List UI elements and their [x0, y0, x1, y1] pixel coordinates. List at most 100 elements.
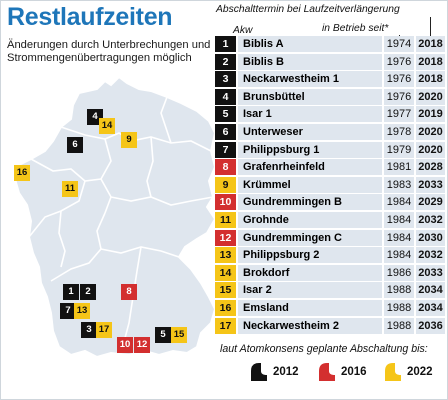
- plant-number-badge: 1: [215, 36, 236, 52]
- plant-end-year: 2032: [416, 212, 445, 228]
- plant-name: Krümmel: [238, 176, 382, 193]
- table-row: 12 Gundremmingen C 1984 2030: [215, 229, 445, 247]
- plant-end-year: 2020: [416, 88, 445, 105]
- table-row: 10 Gundremmingen B 1984 2029: [215, 194, 445, 211]
- subtitle: Änderungen durch Unterbrechungen und Str…: [7, 39, 211, 64]
- plant-number-badge: 7: [215, 141, 236, 158]
- plant-start-year: 1976: [384, 53, 414, 70]
- legend-caption: laut Atomkonsens geplante Abschaltung bi…: [220, 343, 428, 355]
- map-marker-2: 2: [80, 284, 96, 300]
- plant-end-year: 2032: [416, 247, 445, 264]
- plant-end-year: 2019: [416, 106, 445, 123]
- table-row: 14 Brokdorf 1986 2033: [215, 264, 445, 282]
- plant-start-year: 1988: [384, 317, 414, 334]
- table-row: 17 Neckarwestheim 2 1988 2036: [215, 317, 445, 335]
- plant-end-year: 2033: [416, 176, 445, 193]
- plant-number-badge: 12: [215, 229, 236, 246]
- plant-start-year: 1976: [384, 88, 414, 105]
- map-marker-8: 8: [121, 284, 137, 300]
- legend-label-2012: 2012: [273, 366, 299, 378]
- table-row: 3 Neckarwestheim 1 1976 2018: [215, 71, 445, 88]
- map-marker-15: 15: [171, 327, 187, 343]
- plant-name: Grafenrheinfeld: [238, 159, 382, 176]
- plant-start-year: 1984: [384, 247, 414, 264]
- plant-start-year: 1984: [384, 212, 414, 228]
- map-marker-11: 11: [62, 181, 78, 197]
- plant-end-year: 2020: [416, 124, 445, 140]
- plant-name: Emsland: [238, 300, 382, 316]
- plant-number-badge: 11: [215, 212, 236, 228]
- map-marker-1: 1: [63, 284, 79, 300]
- plant-number-badge: 4: [215, 88, 236, 105]
- plant-name: Philippsburg 1: [238, 141, 382, 158]
- plant-end-year: 2030: [416, 229, 445, 246]
- map-marker-16: 16: [14, 165, 30, 181]
- plant-start-year: 1981: [384, 159, 414, 176]
- plant-start-year: 1976: [384, 71, 414, 88]
- table-row: 7 Philippsburg 1 1979 2020: [215, 141, 445, 159]
- map-marker-12: 12: [134, 337, 150, 353]
- plant-number-badge: 15: [215, 282, 236, 299]
- header-tick-end: [430, 17, 431, 36]
- map-marker-7: 7: [60, 303, 76, 319]
- plant-number-badge: 2: [215, 53, 236, 70]
- plant-number-badge: 16: [215, 300, 236, 316]
- plant-number-badge: 10: [215, 194, 236, 211]
- header-abschalttermin: Abschalttermin bei Laufzeitverlängerung: [216, 4, 400, 15]
- plant-start-year: 1978: [384, 124, 414, 140]
- plant-end-year: 2029: [416, 194, 445, 211]
- plant-start-year: 1983: [384, 176, 414, 193]
- table-row: 1 Biblis A 1974 2018: [215, 36, 445, 53]
- plant-start-year: 1988: [384, 300, 414, 316]
- plant-end-year: 2028: [416, 159, 445, 176]
- table-row: 15 Isar 2 1988 2034: [215, 282, 445, 299]
- table-row: 6 Unterweser 1978 2020: [215, 124, 445, 141]
- table-row: 2 Biblis B 1976 2018: [215, 53, 445, 71]
- plant-name: Philippsburg 2: [238, 247, 382, 264]
- plant-end-year: 2033: [416, 264, 445, 281]
- plant-number-badge: 6: [215, 124, 236, 140]
- plant-start-year: 1988: [384, 282, 414, 299]
- plant-name: Biblis A: [238, 36, 382, 52]
- plant-number-badge: 13: [215, 247, 236, 264]
- map-marker-3: 3: [81, 322, 97, 338]
- map-marker-9: 9: [121, 132, 137, 148]
- plant-start-year: 1986: [384, 264, 414, 281]
- plant-end-year: 2034: [416, 300, 445, 316]
- table-row: 4 Brunsbüttel 1976 2020: [215, 88, 445, 106]
- header-akw: Akw: [233, 25, 253, 36]
- map-marker-17: 17: [96, 322, 112, 338]
- red-plant-icon: [319, 363, 335, 381]
- legend-item-2012: 2012: [249, 361, 299, 385]
- header-in-betrieb: in Betrieb seit*: [322, 23, 389, 34]
- table-row: 8 Grafenrheinfeld 1981 2028: [215, 159, 445, 176]
- plant-number-badge: 3: [215, 71, 236, 88]
- plant-name: Grohnde: [238, 212, 382, 228]
- legend-label-2016: 2016: [341, 366, 367, 378]
- legend-item-2022: 2022: [383, 361, 433, 385]
- plant-name: Biblis B: [238, 53, 382, 70]
- plant-start-year: 1984: [384, 229, 414, 246]
- plant-end-year: 2020: [416, 141, 445, 158]
- plant-end-year: 2018: [416, 36, 445, 52]
- plant-end-year: 2036: [416, 317, 445, 334]
- table-row: 9 Krümmel 1983 2033: [215, 176, 445, 194]
- plant-name: Neckarwestheim 2: [238, 317, 382, 334]
- map-marker-10: 10: [117, 337, 133, 353]
- plant-end-year: 2018: [416, 71, 445, 88]
- plant-number-badge: 8: [215, 159, 236, 176]
- table-row: 13 Philippsburg 2 1984 2032: [215, 247, 445, 264]
- plant-name: Brunsbüttel: [238, 88, 382, 105]
- map-marker-6: 6: [67, 137, 83, 153]
- plant-name: Unterweser: [238, 124, 382, 140]
- table-row: 11 Grohnde 1984 2032: [215, 212, 445, 229]
- plant-name: Brokdorf: [238, 264, 382, 281]
- plant-name: Neckarwestheim 1: [238, 71, 382, 88]
- plant-end-year: 2018: [416, 53, 445, 70]
- legend-label-2022: 2022: [407, 366, 433, 378]
- page-title: Restlaufzeiten: [7, 3, 173, 31]
- black-plant-icon: [251, 363, 267, 381]
- plant-name: Isar 2: [238, 282, 382, 299]
- plant-start-year: 1974: [384, 36, 414, 52]
- plant-start-year: 1977: [384, 106, 414, 123]
